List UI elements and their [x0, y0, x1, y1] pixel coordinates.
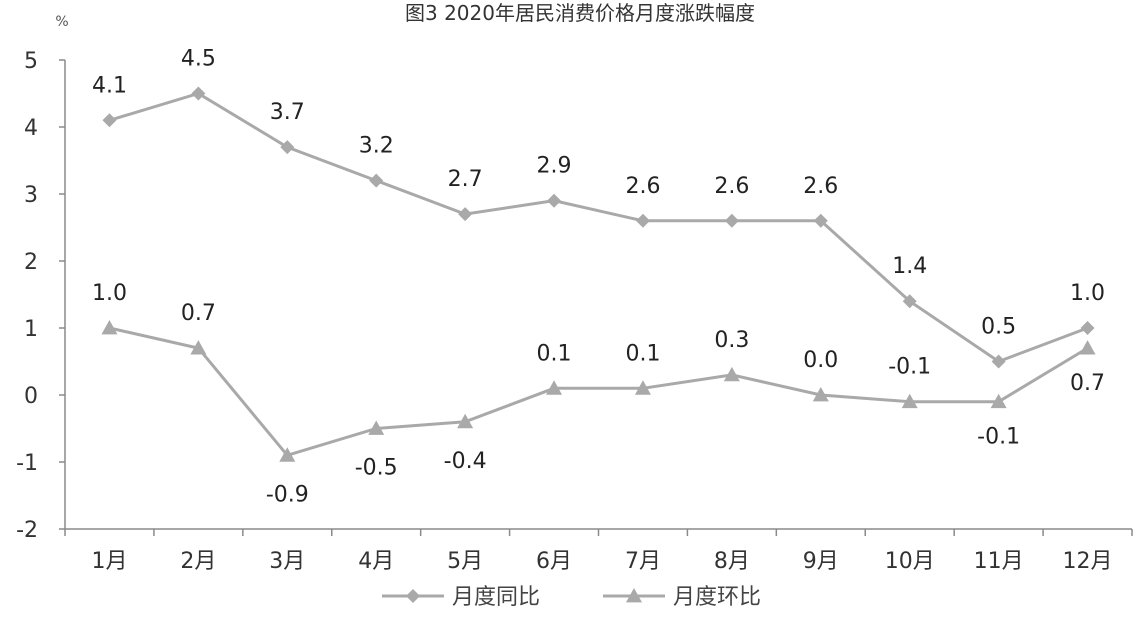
x-tick-label: 3月 [269, 549, 305, 574]
data-point-yoy [635, 213, 650, 228]
x-tick-label: 1月 [91, 549, 127, 574]
data-point-mom [101, 320, 118, 335]
data-label-mom: -0.9 [266, 482, 309, 507]
data-point-mom [723, 366, 740, 382]
data-label-mom: -0.5 [355, 456, 398, 481]
data-label-mom: -0.4 [444, 449, 487, 474]
legend-label: 月度环比 [673, 585, 761, 610]
y-tick-label: 3 [24, 183, 38, 208]
series-line-yoy [109, 91, 1089, 364]
data-label-yoy: 3.2 [359, 134, 394, 159]
data-label-yoy: 1.0 [1070, 281, 1105, 306]
data-point-yoy [1080, 321, 1095, 335]
x-tick-label: 10月 [885, 549, 935, 574]
chart-title: 图3 2020年居民消费价格月度涨跌幅度 [405, 1, 755, 25]
data-label-mom: -0.1 [977, 425, 1020, 450]
data-point-mom [1079, 340, 1096, 355]
x-tick-label: 5月 [447, 549, 483, 574]
data-labels: 4.1 4.5 3.7 3.2 2.7 2.9 2.6 2.6 2.6 1.4 0.5 1.0 1.0 0… [92, 47, 1105, 508]
y-axis-unit: % [55, 14, 68, 30]
y-tick-label: 2 [24, 250, 38, 275]
x-tick-label: 9月 [803, 549, 839, 574]
data-label-yoy: 2.6 [625, 174, 660, 199]
data-point-yoy [813, 213, 828, 228]
data-point-yoy [102, 113, 117, 128]
data-label-mom: 0.3 [714, 328, 749, 353]
data-label-mom: 0.0 [803, 348, 838, 373]
data-label-yoy: 2.6 [803, 174, 838, 199]
data-point-yoy [458, 207, 473, 222]
data-label-yoy: 1.4 [892, 254, 927, 279]
data-point-yoy [280, 140, 295, 155]
data-point-mom [812, 387, 829, 402]
y-tick-label: 0 [24, 384, 38, 409]
data-label-yoy: 0.5 [981, 315, 1016, 340]
data-point-mom [279, 447, 296, 462]
y-tick-label: 1 [24, 317, 38, 342]
legend-item-yoy: 月度同比 [382, 585, 540, 610]
x-tick-label: 8月 [714, 549, 750, 574]
series-line-mom [109, 326, 1089, 458]
data-label-mom: 0.1 [537, 341, 572, 366]
y-tick-label: -2 [16, 518, 38, 543]
y-tick-label: 5 [24, 49, 38, 74]
data-label-yoy: 2.7 [448, 167, 483, 192]
legend-label: 月度同比 [452, 585, 540, 610]
y-tick-label: 4 [24, 116, 38, 141]
data-label-yoy: 2.6 [714, 174, 749, 199]
data-point-mom [634, 380, 651, 395]
x-tick-label: 4月 [358, 549, 394, 574]
data-point-yoy [902, 294, 917, 309]
data-label-mom: -0.1 [888, 355, 931, 380]
data-point-yoy [991, 354, 1006, 369]
x-tick-label: 12月 [1063, 549, 1113, 574]
x-tick-label: 6月 [536, 549, 572, 574]
data-label-yoy: 4.1 [92, 73, 127, 98]
data-label-mom: 0.7 [181, 301, 216, 326]
data-point-yoy [724, 213, 739, 228]
data-point-mom [546, 380, 563, 395]
data-label-mom: 0.1 [625, 341, 660, 366]
legend-marker [406, 589, 420, 603]
data-point-yoy [369, 173, 384, 188]
data-point-mom [901, 393, 918, 409]
data-label-mom: 1.0 [92, 281, 127, 306]
y-axis-ticks: -2 -1 0 1 2 3 4 5 [16, 49, 65, 543]
data-label-yoy: 4.5 [181, 47, 216, 72]
data-point-mom [368, 420, 385, 435]
legend-marker [626, 588, 642, 603]
data-point-yoy [547, 193, 562, 208]
x-tick-label: 7月 [625, 549, 661, 574]
legend: 月度同比 月度环比 [382, 585, 761, 610]
data-point-mom [990, 393, 1007, 409]
data-label-yoy: 2.9 [537, 154, 572, 179]
y-tick-label: -1 [16, 451, 38, 476]
axes [64, 60, 1132, 530]
x-tick-label: 11月 [974, 549, 1024, 574]
data-label-yoy: 3.7 [270, 100, 305, 125]
data-point-mom [457, 413, 474, 429]
data-point-yoy [191, 86, 206, 101]
data-label-mom: 0.7 [1070, 371, 1105, 396]
data-point-mom [190, 340, 207, 355]
legend-item-mom: 月度环比 [603, 585, 761, 610]
series-layer [101, 86, 1096, 462]
x-tick-label: 2月 [180, 549, 216, 574]
x-axis-ticks: 1月 2月 3月 4月 5月 6月 7月 8月 9月 10月 11月 12月 [64, 529, 1133, 574]
